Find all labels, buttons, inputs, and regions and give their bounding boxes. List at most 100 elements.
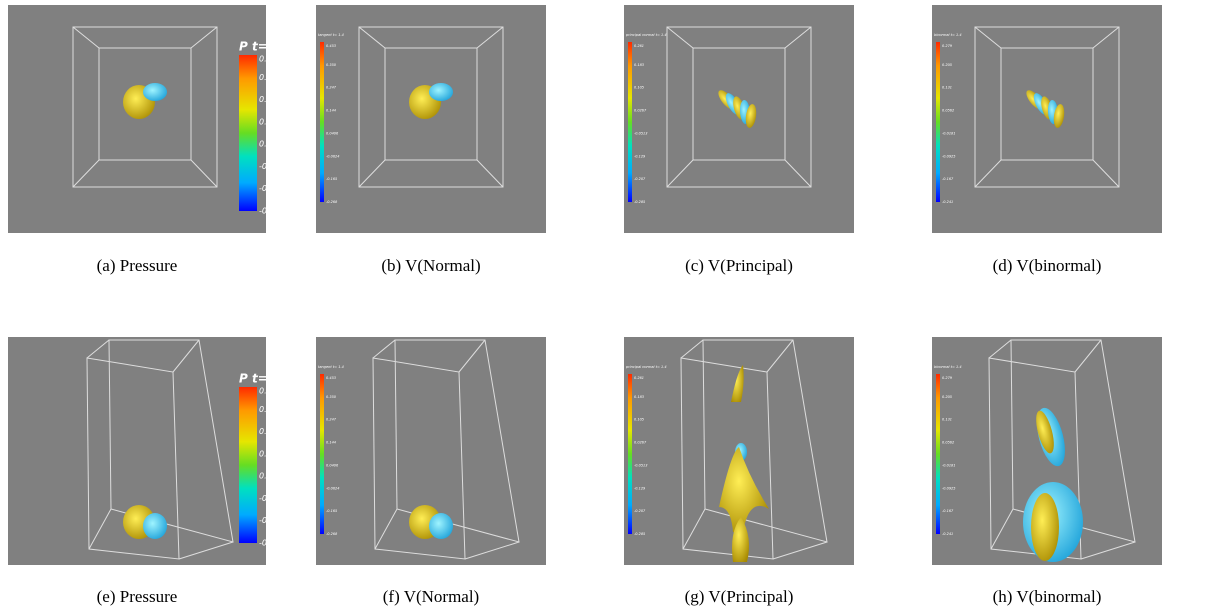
vortex-cyan [429,513,453,539]
colorbar-tick-label: 0.0562 [942,109,955,113]
vortex-strand [1053,104,1065,128]
colorbar-tick-label: -0.0455 [259,207,290,216]
panel: tangent t= 1.4 0.453 0.350 0.247 0.144 0.0406… [316,337,546,565]
colorbar-tick-label: -0.167 [942,509,954,513]
colorbar [936,374,940,534]
colorbar [936,42,940,202]
colorbar-tick-label: -0.0455 [259,539,290,548]
wireframe [372,339,520,560]
vortex-strand [732,517,749,562]
caption: (h) V(binormal) [993,587,1102,606]
colorbar-tick-label: 0.0445 [259,427,287,436]
panel-background [624,5,854,233]
vortex-strand [731,365,744,402]
colorbar-tick-label: -0.0275 [259,516,290,525]
colorbar-tick-label: 0.144 [326,441,336,445]
colorbar-tick-label: -0.00953 [259,162,295,171]
colorbar-tick-label: 0.0625 [259,73,287,82]
colorbar-tick-label: 0.144 [326,109,336,113]
colorbar-tick-label: -0.167 [942,177,954,181]
caption: (b) V(Normal) [381,256,480,275]
colorbar-tick-label: 0.0265 [259,117,287,126]
panel-background [316,5,546,233]
colorbar-tick-label: -0.207 [634,509,646,513]
caption: (c) V(Principal) [685,256,793,275]
colorbar-tick-label: -0.129 [634,486,646,490]
colorbar-tick-label: 0.0406 [326,463,339,467]
panel: P t=1.40.0805 0.0625 0.0445 0.0265 0.00847 -0… [8,337,295,565]
wireframe [72,26,218,188]
vortex-strand [745,104,757,128]
colorbar-title: principal normal t= 1.4 [625,33,667,37]
colorbar-tick-label: -0.165 [326,509,338,513]
panel: binormal t= 1.4 0.279 0.205 0.131 0.0562 -0.0… [932,5,1162,233]
colorbar-tick-label: 0.0406 [326,131,339,135]
colorbar-tick-label: 0.131 [942,418,952,422]
colorbar-tick-label: 0.0562 [942,441,955,445]
caption: (e) Pressure [97,587,178,606]
colorbar-tick-label: 0.0805 [259,55,287,64]
panel: principal normal t= 1.4 0.261 0.183 0.105 0.… [624,337,854,565]
colorbar-tick-label: 0.247 [326,418,337,422]
vortex-yellow [1036,410,1054,454]
colorbar-tick-label: -0.285 [634,200,646,204]
vortex-cyan [143,513,167,539]
colorbar-tick-label: 0.0267 [634,441,647,445]
colorbar-tick-label: 0.183 [634,63,644,67]
colorbar-title: tangent t= 1.4 [318,365,344,369]
wireframe [988,339,1136,560]
colorbar [320,42,324,202]
colorbar-tick-label: -0.241 [942,200,953,204]
colorbar-tick-label: -0.0925 [942,154,956,158]
colorbar-title: binormal t= 1.4 [934,365,962,369]
colorbar-tick-label: -0.268 [326,532,338,536]
colorbar-tick-label: 0.0265 [259,449,287,458]
caption: (d) V(binormal) [993,256,1102,275]
colorbar-tick-label: 0.261 [634,44,644,48]
colorbar-tick-label: 0.00847 [259,472,293,481]
colorbar [239,55,257,211]
colorbar-tick-label: -0.165 [326,177,338,181]
colorbar [239,387,257,543]
colorbar-tick-label: -0.285 [634,532,646,536]
colorbar-tick-label: 0.453 [326,44,336,48]
colorbar-tick-label: 0.205 [942,395,953,399]
colorbar-tick-label: 0.279 [942,44,953,48]
vortex-strand [719,447,769,532]
colorbar-tick-label: 0.183 [634,395,644,399]
colorbar-tick-label: -0.129 [634,154,646,158]
colorbar-tick-label: 0.350 [326,63,337,67]
colorbar-tick-label: 0.0805 [259,387,287,396]
colorbar-tick-label: 0.261 [634,376,644,380]
panel-background [932,5,1162,233]
wireframe [666,26,812,188]
colorbar-tick-label: -0.207 [634,177,646,181]
colorbar-tick-label: 0.0267 [634,109,647,113]
colorbar-title: P t=1.4 [239,372,289,386]
colorbar-tick-label: -0.0925 [942,486,956,490]
vortex-cyan [429,83,453,101]
colorbar-title: P t=1.4 [239,40,289,54]
wireframe [974,26,1120,188]
panel: tangent t= 1.4 0.453 0.350 0.247 0.144 0.0406… [316,5,546,233]
colorbar-tick-label: 0.350 [326,395,337,399]
colorbar [628,374,632,534]
colorbar-tick-label: 0.00847 [259,140,293,149]
colorbar [320,374,324,534]
colorbar-tick-label: -0.00953 [259,494,295,503]
colorbar-tick-label: -0.241 [942,532,953,536]
colorbar-tick-label: 0.105 [634,418,645,422]
colorbar-tick-label: 0.0625 [259,405,287,414]
colorbar-tick-label: -0.0181 [942,131,956,135]
wireframe [358,26,504,188]
wireframe [680,339,828,560]
colorbar-tick-label: -0.0624 [326,486,340,490]
colorbar-tick-label: -0.0275 [259,184,290,193]
colorbar-title: tangent t= 1.4 [318,33,344,37]
panel: binormal t= 1.4 0.279 0.205 0.131 0.0562 -0.0… [932,337,1162,565]
colorbar-title: principal normal t= 1.4 [625,365,667,369]
colorbar-tick-label: -0.0181 [942,463,956,467]
colorbar-tick-label: 0.0445 [259,95,287,104]
caption: (a) Pressure [97,256,178,275]
colorbar-tick-label: 0.247 [326,86,337,90]
